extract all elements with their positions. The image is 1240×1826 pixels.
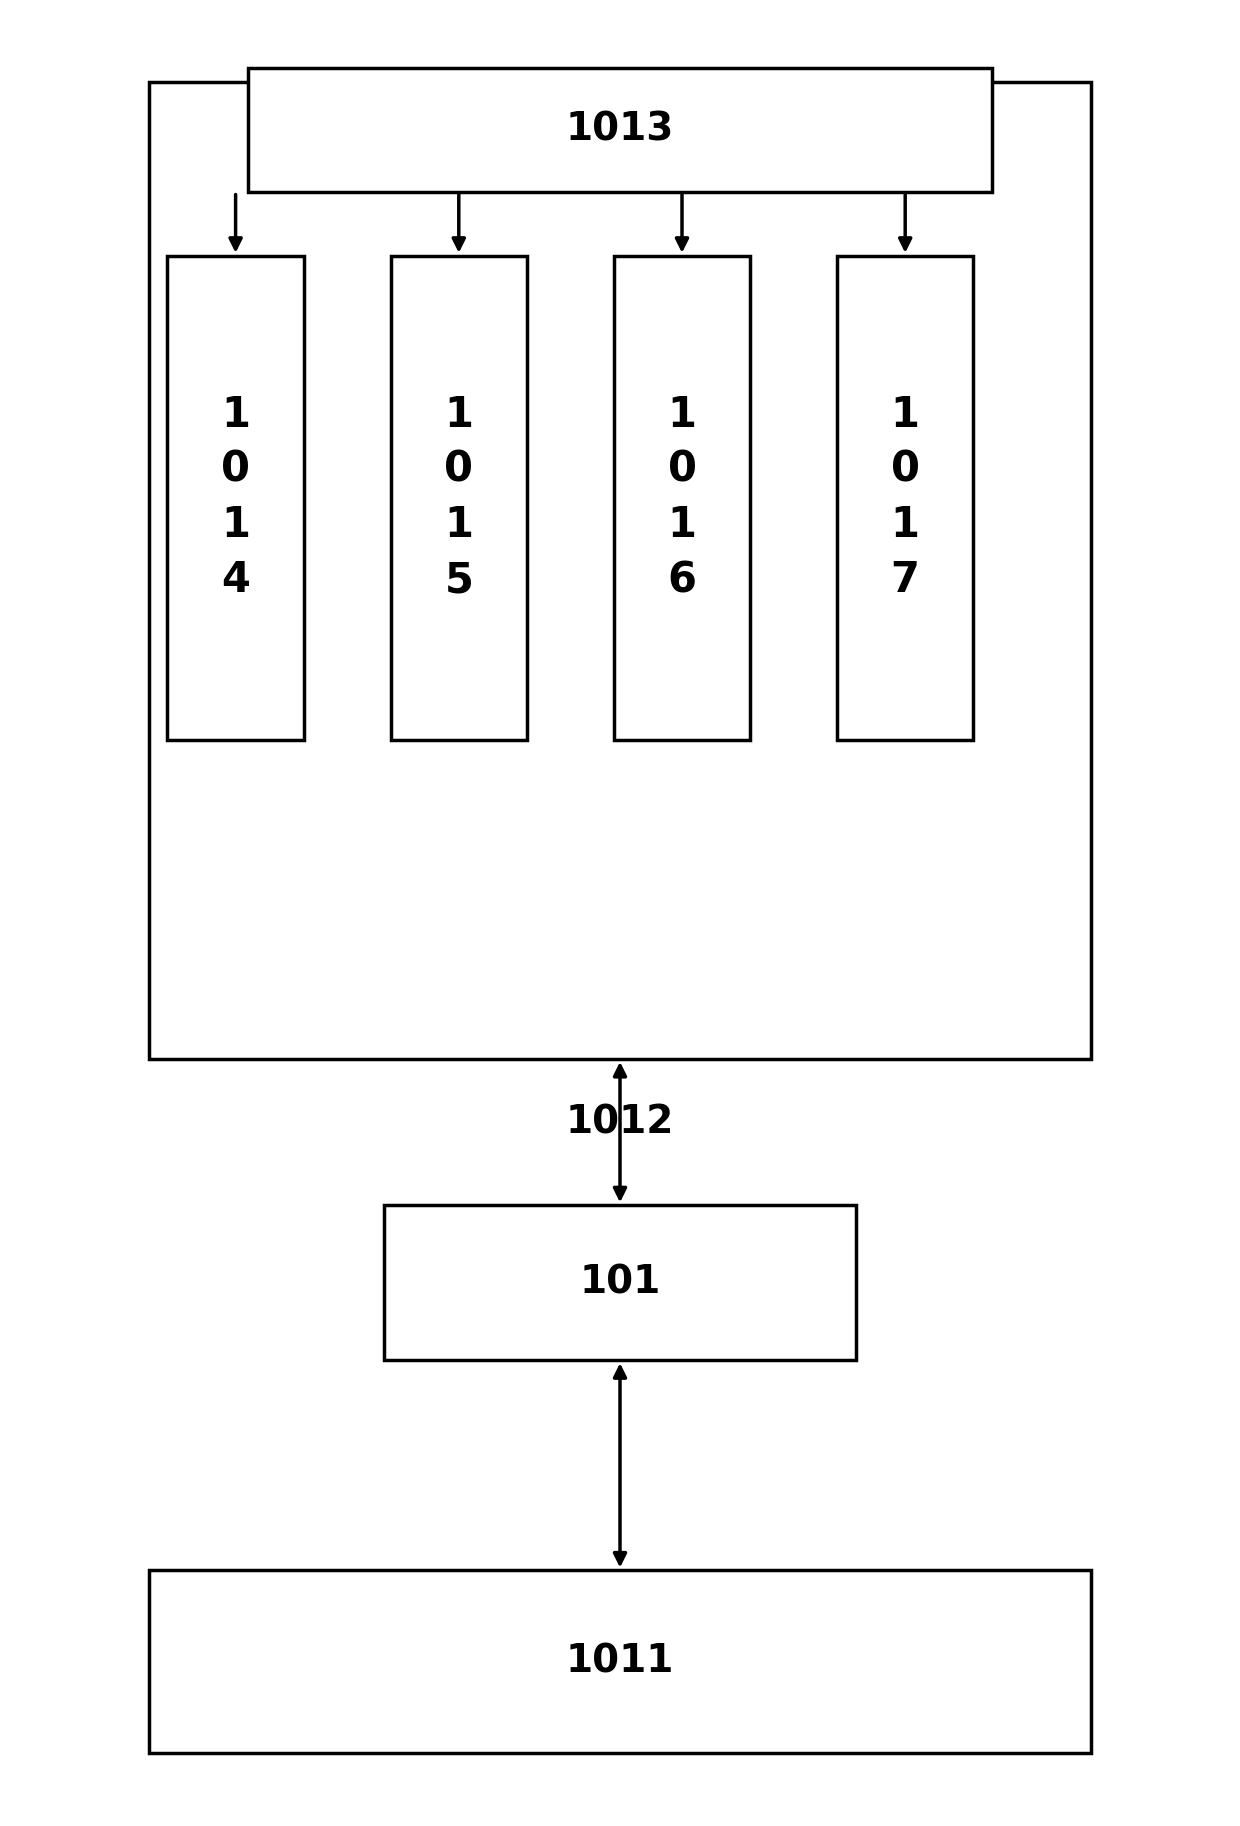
Bar	[167, 256, 304, 740]
Bar	[837, 256, 973, 740]
Bar	[391, 256, 527, 740]
Bar	[384, 1205, 856, 1360]
Bar	[149, 82, 1091, 1059]
Bar	[149, 1570, 1091, 1753]
Text: 1012: 1012	[565, 1105, 675, 1141]
Text: 101: 101	[579, 1264, 661, 1302]
Text: 1013: 1013	[565, 111, 675, 148]
Text: 1
0
1
7: 1 0 1 7	[890, 394, 920, 601]
Text: 1
0
1
5: 1 0 1 5	[444, 394, 474, 601]
Text: 1011: 1011	[565, 1643, 675, 1680]
Text: 1
0
1
4: 1 0 1 4	[221, 394, 250, 601]
Bar	[614, 256, 750, 740]
Text: 1
0
1
6: 1 0 1 6	[667, 394, 697, 601]
Bar	[248, 68, 992, 192]
